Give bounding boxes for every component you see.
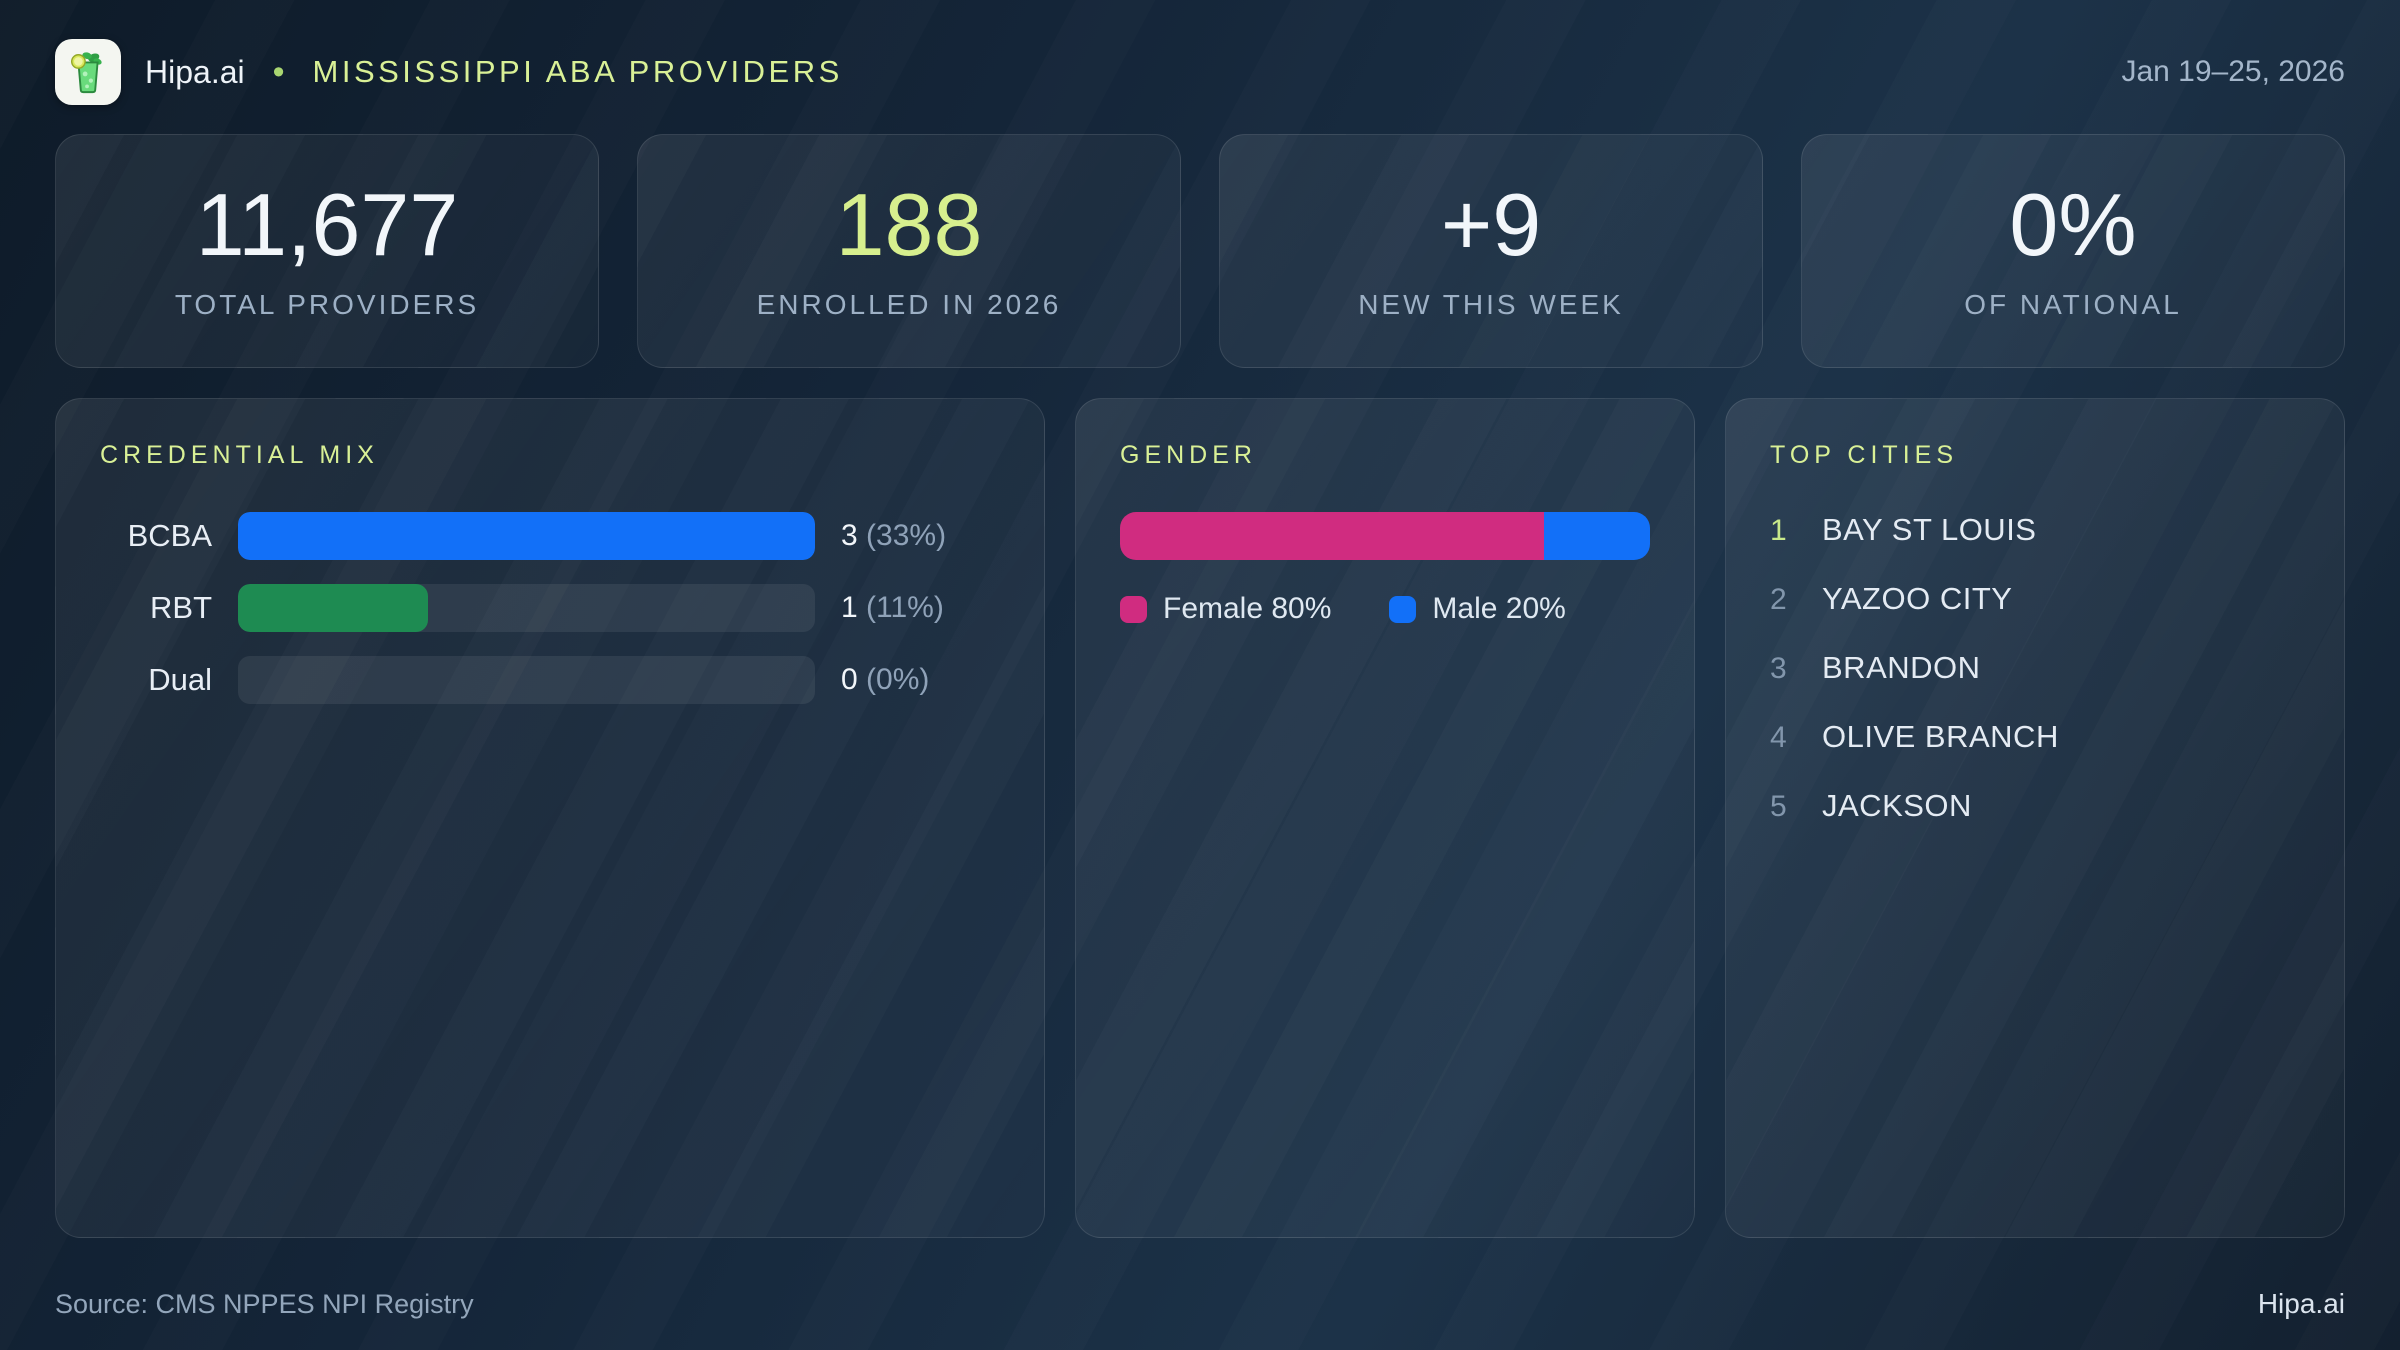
legend-item-male: Male 20% [1389,592,1566,626]
stat-card-new-this-week: +9 NEW THIS WEEK [1219,134,1763,368]
city-rank: 4 [1770,721,1787,754]
city-rank: 3 [1770,652,1787,685]
credential-mix-panel: CREDENTIAL MIX BCBA 3 (33%) RBT 1 (1 [55,398,1045,1238]
stat-label: TOTAL PROVIDERS [174,289,480,320]
city-name: YAZOO CITY [1822,581,2013,616]
stat-value: 0% [2009,175,2137,274]
bar-count: 0 [841,663,858,696]
bar-label: Dual [148,662,212,697]
city-name: BAY ST LOUIS [1822,512,2037,547]
mojito-glass-icon [70,52,102,94]
legend-swatch-male [1389,595,1417,623]
panel-title: GENDER [1120,441,1257,469]
top-cities-panel: TOP CITIES 1 BAY ST LOUIS 2 YAZOO CITY 3… [1725,398,2345,1238]
page-title: MISSISSIPPI ABA PROVIDERS [312,54,843,89]
city-row: 4 OLIVE BRANCH [1770,719,2300,755]
gender-legend: Female 80% Male 20% [1120,592,1650,626]
gender-panel: GENDER Female 80% Male 20% [1075,398,1695,1238]
bar-count: 3 [841,519,858,552]
credential-row-dual: Dual 0 (0%) [100,656,1000,704]
city-row: 3 BRANDON [1770,650,2300,686]
city-name: OLIVE BRANCH [1822,719,2059,754]
city-rank: 5 [1770,790,1787,823]
bar-value: 0 (0%) [815,663,1000,697]
city-row: 5 JACKSON [1770,788,2300,824]
bar-value: 1 (11%) [815,591,1000,625]
footer: Source: CMS NPPES NPI Registry Hipa.ai [55,1264,2345,1320]
bar-count: 1 [841,591,858,624]
city-rank: 2 [1770,583,1787,616]
legend-label: Male 20% [1432,592,1566,625]
footer-brand: Hipa.ai [2257,1288,2345,1319]
header: Hipa.ai • MISSISSIPPI ABA PROVIDERS Jan … [55,36,2345,108]
bar-track [238,512,815,560]
gender-segment-female [1120,512,1544,560]
city-row: 1 BAY ST LOUIS [1770,512,2300,548]
legend-label: Female 80% [1163,592,1332,625]
panels-row: CREDENTIAL MIX BCBA 3 (33%) RBT 1 (1 [55,398,2345,1238]
credential-row-bcba: BCBA 3 (33%) [100,512,1000,560]
bar-percent: (11%) [866,591,944,624]
bar-value: 3 (33%) [815,519,1000,553]
stat-value: 11,677 [195,175,459,274]
gender-segment-male [1544,512,1650,560]
panel-title: TOP CITIES [1770,441,1959,469]
city-rank: 1 [1770,514,1787,547]
credential-row-rbt: RBT 1 (11%) [100,584,1000,632]
stat-label: NEW THIS WEEK [1358,289,1624,320]
separator-dot: • [272,52,285,91]
bar-percent: (33%) [866,519,947,552]
stat-value: +9 [1440,175,1542,274]
stat-card-of-national: 0% OF NATIONAL [1801,134,2345,368]
bar-track [238,584,815,632]
bar-track [238,656,815,704]
legend-item-female: Female 80% [1120,592,1331,626]
stat-value: 188 [835,175,983,274]
stat-card-total-providers: 11,677 TOTAL PROVIDERS [55,134,599,368]
stat-label: OF NATIONAL [1964,289,2182,320]
bar-label: BCBA [127,518,212,553]
city-name: BRANDON [1822,650,1981,685]
city-name: JACKSON [1822,788,1972,823]
bar-label: RBT [150,590,212,625]
stats-row: 11,677 TOTAL PROVIDERS 188 ENROLLED IN 2… [55,134,2345,368]
bar-fill [238,584,429,632]
date-range: Jan 19–25, 2026 [2121,55,2345,88]
gender-stacked-bar [1120,512,1650,560]
city-row: 2 YAZOO CITY [1770,581,2300,617]
app-logo [55,39,121,105]
legend-swatch-female [1120,595,1147,623]
panel-title: CREDENTIAL MIX [100,441,379,469]
stat-card-enrolled: 188 ENROLLED IN 2026 [637,134,1181,368]
bar-fill [238,512,815,560]
bar-percent: (0%) [866,663,930,696]
brand-name: Hipa.ai [145,53,245,90]
stat-label: ENROLLED IN 2026 [756,289,1062,320]
source-attribution: Source: CMS NPPES NPI Registry [55,1288,474,1319]
